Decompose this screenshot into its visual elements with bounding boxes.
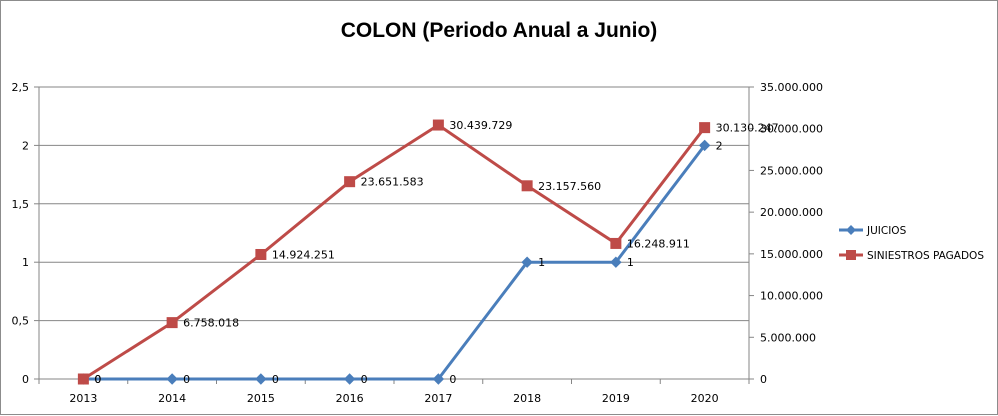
legend-label-siniestros-pagados: SINIESTROS PAGADOS [867,250,984,262]
x-tick-label: 2014 [158,392,186,405]
series-layer [77,119,711,385]
data-label-juicios: 0 [361,373,368,386]
y-right-tick-label: 30.000.000 [760,123,823,136]
chart-title: COLON (Periodo Anual a Junio) [341,19,658,42]
data-label-juicios: 0 [94,373,101,386]
y-left-tick-label: 2,5 [12,81,30,94]
data-label-siniestros-pagados: 0 [94,373,101,386]
data-point-siniestros-pagados [77,373,89,385]
y-left-tick-label: 0,5 [12,315,30,328]
data-label-juicios: 2 [716,139,723,152]
legend: JUICIOS SINIESTROS PAGADOS [839,225,984,262]
data-point-siniestros-pagados [432,119,444,131]
y-right-tick-label: 0 [760,373,767,386]
y-right-tick-label: 35.000.000 [760,81,823,94]
legend-marker-siniestros-pagados [846,250,856,260]
data-point-juicios [432,373,445,385]
data-label-juicios: 1 [538,256,545,269]
data-point-juicios [521,256,533,268]
y-right-tick-label: 10.000.000 [760,290,823,303]
data-point-siniestros-pagados [610,237,622,249]
x-tick-label: 2016 [336,392,364,405]
data-point-siniestros-pagados [699,122,711,134]
y-right-tick-label: 5.000.000 [760,331,816,344]
y-left-tick-label: 1 [22,256,29,269]
axes: 0 0,5 1 1,5 2 2,5 0 5.000.000 10.000.000 15.000.0… [12,81,823,405]
gridlines [39,86,749,380]
data-label-siniestros-pagados: 30.439.729 [449,119,512,132]
y-left-tick-label: 2 [22,139,29,152]
data-label-siniestros-pagados: 23.157.560 [538,180,601,193]
data-point-siniestros-pagados [521,180,533,192]
data-label-siniestros-pagados: 30.130.247 [716,122,779,135]
legend-label-juicios: JUICIOS [866,225,907,237]
x-tick-label: 2017 [424,392,452,405]
data-point-juicios [343,373,356,385]
data-label-juicios: 0 [183,373,190,386]
data-labels: 0 0 0 0 0 1 1 2 0 6.758.018 14.924.251 23.651.583 30… [94,119,778,386]
series-line-siniestros-pagados [82,123,706,381]
y-left-tick-label: 1,5 [12,198,30,211]
x-tick-label: 2013 [69,392,97,405]
y-right-tick-label: 15.000.000 [760,248,823,261]
data-label-juicios: 0 [272,373,279,386]
x-tick-label: 2019 [602,392,630,405]
series-line-juicios [83,144,706,381]
data-point-siniestros-pagados [344,176,356,188]
data-label-siniestros-pagados: 23.651.583 [361,176,424,189]
y-right-tick-label: 25.000.000 [760,164,823,177]
data-point-siniestros-pagados [166,317,178,329]
data-label-siniestros-pagados: 6.758.018 [183,317,239,330]
data-label-siniestros-pagados: 16.248.911 [627,237,690,250]
data-label-juicios: 0 [449,373,456,386]
x-tick-label: 2020 [691,392,719,405]
data-point-juicios [610,256,622,268]
data-label-juicios: 1 [627,256,634,269]
data-point-juicios [255,373,267,385]
x-tick-label: 2015 [247,392,275,405]
data-point-juicios [698,139,711,152]
y-right-tick-label: 20.000.000 [760,206,823,219]
data-point-juicios [166,373,178,385]
data-point-siniestros-pagados [255,248,267,260]
legend-marker-juicios [846,225,856,235]
x-tick-label: 2018 [513,392,541,405]
y-left-tick-label: 0 [22,373,29,386]
data-label-siniestros-pagados: 14.924.251 [272,248,335,261]
